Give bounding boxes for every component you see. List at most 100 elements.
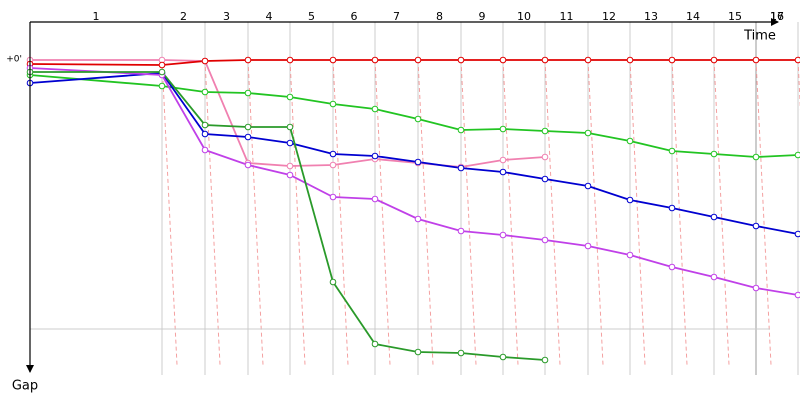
lap-label: 1 <box>93 10 100 23</box>
point <box>499 125 507 133</box>
lap-label: 17 <box>770 10 784 23</box>
point <box>286 171 294 179</box>
point <box>371 56 379 64</box>
point <box>457 227 465 235</box>
lap-label: 9 <box>479 10 486 23</box>
lap-connector <box>502 59 519 366</box>
point <box>710 150 718 158</box>
point <box>371 195 379 203</box>
lap-connector <box>247 59 264 366</box>
point <box>794 151 800 159</box>
point <box>457 349 465 357</box>
point <box>286 139 294 147</box>
point <box>329 193 337 201</box>
series-line <box>29 74 799 158</box>
lap-connector <box>460 59 477 366</box>
lap-label: 16 <box>770 10 784 23</box>
point <box>201 130 209 138</box>
grid <box>27 22 800 375</box>
point <box>414 56 422 64</box>
point <box>794 56 800 64</box>
point <box>499 156 507 164</box>
point <box>584 242 592 250</box>
point <box>329 161 337 169</box>
point <box>244 161 252 169</box>
point <box>794 230 800 238</box>
point <box>414 158 422 166</box>
lap-label: 2 <box>180 10 187 23</box>
point <box>371 340 379 348</box>
point <box>499 56 507 64</box>
point <box>626 196 634 204</box>
series-line <box>29 72 799 235</box>
point <box>158 82 166 90</box>
lap-label: 10 <box>517 10 531 23</box>
point <box>752 222 760 230</box>
point <box>752 284 760 292</box>
point <box>244 56 252 64</box>
point <box>414 215 422 223</box>
point <box>794 291 800 299</box>
point <box>371 152 379 160</box>
point <box>244 123 252 131</box>
lap-connector <box>289 59 306 366</box>
point <box>414 115 422 123</box>
point <box>499 168 507 176</box>
lap-connector <box>332 59 349 366</box>
point <box>244 133 252 141</box>
point <box>626 56 634 64</box>
point <box>371 105 379 113</box>
series-line <box>30 59 546 168</box>
point <box>457 126 465 134</box>
point <box>158 68 166 76</box>
point <box>201 88 209 96</box>
lap-label: 3 <box>223 10 230 23</box>
lap-connector <box>544 59 561 366</box>
lap-connector <box>374 59 391 366</box>
point <box>158 61 166 69</box>
point <box>584 182 592 190</box>
lap-label: 5 <box>308 10 315 23</box>
series-line <box>29 67 799 296</box>
lap-label: 13 <box>644 10 658 23</box>
lap-connector <box>417 59 434 366</box>
point <box>710 273 718 281</box>
point <box>329 278 337 286</box>
point <box>286 162 294 170</box>
lap-connector <box>587 59 604 366</box>
lap-label: 4 <box>266 10 273 23</box>
point <box>626 137 634 145</box>
lap-label: 14 <box>686 10 700 23</box>
point <box>710 56 718 64</box>
lap-connector <box>713 59 730 366</box>
point <box>244 89 252 97</box>
lap-label: 7 <box>393 10 400 23</box>
point <box>201 57 209 65</box>
lap-label: 8 <box>436 10 443 23</box>
point <box>499 231 507 239</box>
point <box>710 213 718 221</box>
point <box>329 100 337 108</box>
lap-label: 11 <box>560 10 574 23</box>
point <box>457 56 465 64</box>
lap-label: 6 <box>351 10 358 23</box>
point <box>668 263 676 271</box>
point <box>499 353 507 361</box>
point <box>286 56 294 64</box>
point <box>286 93 294 101</box>
point <box>329 56 337 64</box>
point <box>668 147 676 155</box>
point <box>668 56 676 64</box>
point <box>286 123 294 131</box>
series-line <box>30 71 546 361</box>
point <box>541 127 549 135</box>
point <box>329 150 337 158</box>
y-tick-label: +0' <box>6 55 22 65</box>
point <box>541 175 549 183</box>
x-axis-label: Time <box>743 29 776 44</box>
lap-label: 15 <box>728 10 742 23</box>
point <box>201 121 209 129</box>
point <box>541 56 549 64</box>
point <box>668 204 676 212</box>
